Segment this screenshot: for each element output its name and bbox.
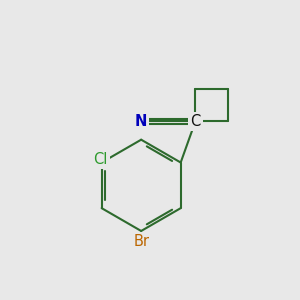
Text: C: C bbox=[190, 114, 200, 129]
Text: Cl: Cl bbox=[93, 152, 107, 167]
Text: Br: Br bbox=[133, 234, 149, 249]
Text: N: N bbox=[135, 114, 147, 129]
